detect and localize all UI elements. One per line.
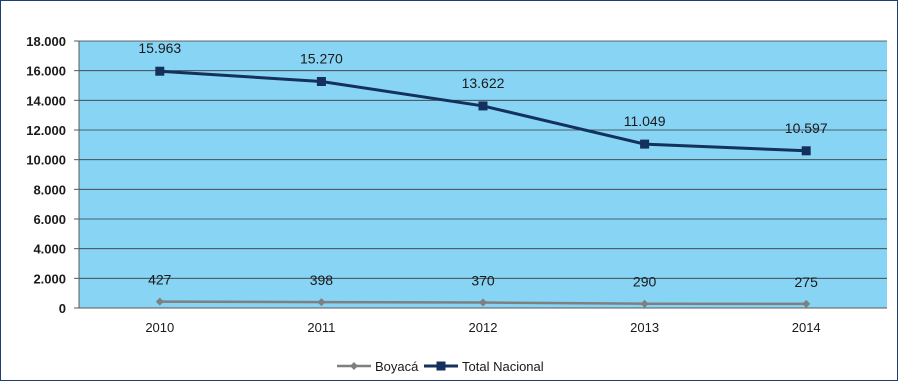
legend: Boyacá Total Nacional (337, 359, 544, 374)
y-tick-label: 6.000 (33, 212, 66, 227)
data-point (155, 297, 164, 306)
data-point (802, 299, 811, 308)
y-tick-label: 10.000 (26, 153, 66, 168)
data-label: 15.963 (138, 40, 181, 56)
data-point (479, 298, 487, 307)
data-label: 10.597 (785, 120, 828, 136)
data-point (478, 101, 488, 111)
plot-area (79, 41, 887, 308)
data-point (317, 298, 326, 307)
data-point (155, 66, 165, 76)
legend-item: Boyacá (337, 359, 419, 374)
y-tick-label: 0 (59, 301, 66, 316)
legend-item: Total Nacional (424, 359, 544, 374)
series-total-nacional (155, 66, 811, 156)
data-point (350, 362, 358, 370)
series-boyacá (155, 297, 811, 308)
y-tick-label: 14.000 (26, 93, 66, 108)
data-label: 398 (310, 272, 334, 288)
data-point (801, 146, 811, 156)
y-tick-label: 16.000 (26, 64, 66, 79)
data-label: 275 (795, 274, 819, 290)
data-point (316, 76, 326, 86)
data-label: 427 (148, 272, 172, 288)
x-tick-label: 2011 (307, 320, 335, 335)
data-point (436, 361, 446, 371)
data-label: 15.270 (300, 50, 343, 66)
x-tick-label: 2012 (469, 320, 498, 335)
data-label: 13.622 (462, 75, 505, 91)
data-point (640, 139, 650, 149)
y-tick-label: 4.000 (33, 242, 66, 257)
y-tick-label: 18.000 (26, 34, 66, 49)
y-tick-label: 2.000 (33, 271, 66, 286)
data-point (640, 299, 649, 308)
x-tick-label: 2010 (145, 320, 174, 335)
data-label: 290 (633, 274, 657, 290)
legend-label: Total Nacional (462, 359, 544, 374)
x-tick-label: 2014 (792, 320, 821, 335)
data-label: 11.049 (624, 113, 666, 129)
x-tick-label: 2013 (630, 320, 659, 335)
legend-label: Boyacá (375, 359, 419, 374)
y-tick-label: 12.000 (26, 123, 66, 138)
data-label: 370 (471, 273, 495, 289)
y-tick-label: 8.000 (33, 182, 66, 197)
